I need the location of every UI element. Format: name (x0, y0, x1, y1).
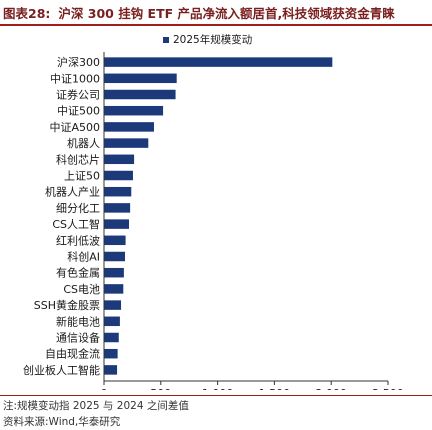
x-tick-label: 0 (101, 387, 108, 390)
bar (104, 300, 122, 310)
bottom-rule (0, 395, 432, 396)
bar (104, 348, 118, 359)
category-label: 新能电池 (56, 314, 100, 328)
figure-title-text: 沪深 300 挂钩 ETF 产品净流入额居首,科技领域获资金青睐 (58, 6, 395, 21)
bar (104, 89, 176, 100)
x-tick-label: 1,500 (259, 387, 291, 390)
chart-source: 资料来源:Wind,华泰研究 (3, 416, 121, 428)
title-rule (0, 24, 432, 26)
category-label: 证券公司 (56, 88, 100, 102)
bar (104, 251, 126, 262)
x-tick-label: 2,500 (372, 387, 404, 390)
bar (104, 138, 149, 148)
bar (104, 122, 154, 132)
category-label: 通信设备 (56, 331, 100, 345)
category-label: 自由现金流 (45, 347, 100, 361)
x-tick-label: 500 (150, 387, 171, 390)
category-label: SSH黄金股票 (34, 298, 100, 312)
category-label: 细分化工 (56, 201, 100, 215)
chart-legend: 2025年规模变动 (163, 32, 252, 46)
bar (104, 235, 126, 246)
category-label: CS人工智 (52, 217, 100, 231)
legend-swatch (163, 36, 169, 43)
category-label: 红利低波 (56, 234, 100, 247)
x-tick-label: 2,000 (315, 387, 347, 390)
figure-number: 图表28: (3, 6, 51, 21)
bar (104, 186, 132, 197)
bar (104, 203, 131, 213)
category-label: CS电池 (63, 283, 100, 296)
bar (104, 170, 133, 181)
bar (104, 316, 120, 327)
category-label: 机器人产业 (45, 185, 100, 199)
legend-label: 2025年规模变动 (173, 34, 253, 46)
category-label: 中证1000 (50, 72, 100, 85)
bar (104, 154, 135, 165)
bar (104, 105, 164, 116)
bar (104, 219, 129, 229)
category-label: 机器人 (67, 136, 100, 150)
category-label: 科创AI (67, 250, 100, 264)
bar (104, 57, 333, 67)
bar (104, 267, 124, 278)
category-label: 沪深300 (57, 55, 100, 69)
category-label: 中证500 (57, 105, 100, 118)
x-tick-label: 1,000 (202, 387, 234, 390)
bar (104, 332, 119, 343)
category-label: 中证A500 (49, 121, 100, 134)
bar (104, 365, 118, 375)
category-label: 上证50 (64, 170, 100, 183)
category-label: 科创芯片 (56, 152, 100, 166)
chart-note: 注:规模变动指 2025 与 2024 之间差值 (3, 400, 189, 412)
bar (104, 73, 177, 84)
category-label: 创业板人工智能 (23, 363, 100, 377)
bar (104, 284, 124, 294)
figure-title: 图表28: 沪深 300 挂钩 ETF 产品净流入额居首,科技领域获资金青睐 (3, 3, 429, 23)
category-label: 有色金属 (56, 266, 100, 280)
